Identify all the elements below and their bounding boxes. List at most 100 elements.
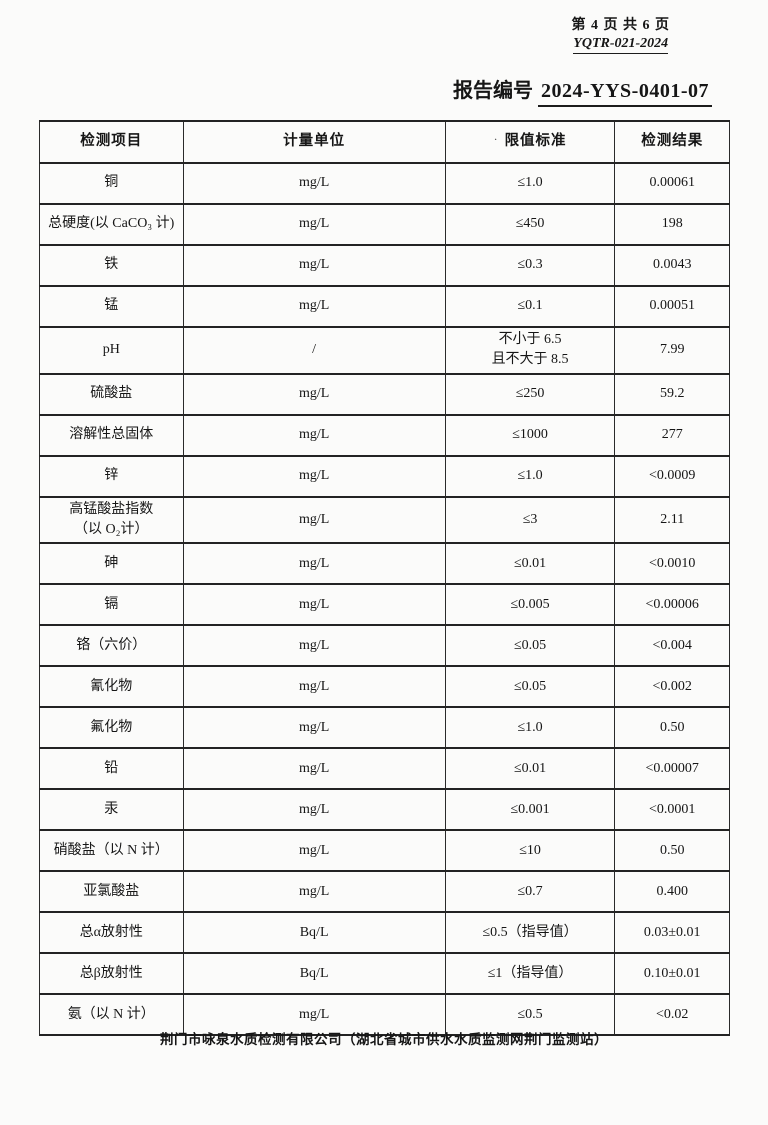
- result-cell: <0.00006: [614, 583, 730, 627]
- item-cell: 氰化物: [39, 665, 184, 709]
- unit-cell: mg/L: [182, 747, 446, 791]
- unit-cell: mg/L: [182, 244, 446, 287]
- item-cell: 铬（六价）: [39, 624, 184, 668]
- item-cell: 溶解性总固体: [39, 413, 184, 457]
- table-row: 铅 mg/L ≤0.01 <0.00007: [39, 747, 730, 791]
- table-header: 检测项目 计量单位 · 限值标准 检测结果: [39, 120, 730, 164]
- limit-cell: ≤0.1: [444, 285, 616, 328]
- unit-cell: mg/L: [182, 203, 446, 246]
- result-cell: <0.0001: [614, 788, 730, 832]
- report-number-value: 2024-YYS-0401-07: [538, 80, 712, 107]
- result-cell: 2.11: [614, 495, 730, 545]
- unit-cell: mg/L: [182, 624, 446, 668]
- item-cell: 汞: [39, 788, 184, 832]
- unit-cell: mg/L: [182, 665, 446, 709]
- result-cell: 0.03±0.01: [614, 911, 730, 955]
- limit-cell: ≤0.05: [444, 624, 616, 668]
- table-row: 铜 mg/L ≤1.0 0.00061: [39, 162, 730, 205]
- table-row: 总β放射性 Bq/L ≤1（指导值） 0.10±0.01: [39, 952, 730, 996]
- unit-cell: mg/L: [182, 542, 446, 586]
- item-cell: 镉: [39, 583, 184, 627]
- item-cell: 锌: [39, 454, 184, 498]
- table-row: 锰 mg/L ≤0.1 0.00051: [39, 285, 730, 328]
- unit-cell: mg/L: [182, 993, 446, 1037]
- unit-cell: mg/L: [182, 583, 446, 627]
- item-cell: 亚氯酸盐: [39, 870, 184, 914]
- table-row: 氟化物 mg/L ≤1.0 0.50: [39, 706, 730, 750]
- table-row: 亚氯酸盐 mg/L ≤0.7 0.400: [39, 870, 730, 914]
- table-row: 总硬度(以 CaCO₃ 计) mg/L ≤450 198: [39, 203, 730, 246]
- table-row: 铁 mg/L ≤0.3 0.0043: [39, 244, 730, 287]
- item-cell: 砷: [39, 542, 184, 586]
- result-cell: 198: [614, 203, 730, 246]
- item-cell: pH: [39, 326, 184, 375]
- limit-cell: ≤10: [444, 829, 616, 873]
- result-cell: <0.0010: [614, 542, 730, 586]
- table-row: 溶解性总固体 mg/L ≤1000 277: [39, 413, 730, 457]
- limit-cell: ≤0.5: [444, 993, 616, 1037]
- result-cell: <0.00007: [614, 747, 730, 791]
- table-row: 汞 mg/L ≤0.001 <0.0001: [39, 788, 730, 832]
- item-cell: 氟化物: [39, 706, 184, 750]
- limit-cell: ≤0.5（指导值）: [444, 911, 616, 955]
- result-cell: 0.50: [614, 829, 730, 873]
- item-cell: 氨（以 N 计）: [39, 993, 184, 1037]
- result-cell: <0.002: [614, 665, 730, 709]
- limit-cell: ≤0.7: [444, 870, 616, 914]
- limit-cell: ≤3: [444, 495, 616, 545]
- limit-cell: ≤0.001: [444, 788, 616, 832]
- scan-dot-artifact: ·: [493, 132, 499, 147]
- result-cell: <0.004: [614, 624, 730, 668]
- table-row: 镉 mg/L ≤0.005 <0.00006: [39, 583, 730, 627]
- header-unit: 计量单位: [182, 120, 446, 164]
- unit-cell: mg/L: [182, 454, 446, 498]
- item-cell: 铅: [39, 747, 184, 791]
- result-cell: 0.00061: [614, 162, 730, 205]
- report-number-label: 报告编号: [453, 80, 533, 102]
- result-cell: <0.0009: [614, 454, 730, 498]
- item-cell: 总β放射性: [39, 952, 184, 996]
- test-results-table: 检测项目 计量单位 · 限值标准 检测结果 铜 mg/L ≤1.0 0.00061 总硬度…: [39, 120, 730, 1037]
- item-cell: 锰: [39, 285, 184, 328]
- header-limit-label: 限值标准: [504, 133, 567, 150]
- unit-cell: mg/L: [182, 413, 446, 457]
- table-body: 铜 mg/L ≤1.0 0.00061 总硬度(以 CaCO₃ 计) mg/L ≤450 19…: [39, 162, 730, 1037]
- limit-cell: ≤250: [444, 372, 616, 416]
- table-header-row: 检测项目 计量单位 · 限值标准 检测结果: [39, 120, 730, 164]
- limit-cell: ≤450: [444, 203, 616, 246]
- limit-cell: ≤1（指导值）: [444, 952, 616, 996]
- item-cell: 硝酸盐（以 N 计）: [39, 829, 184, 873]
- unit-cell: /: [182, 326, 446, 375]
- result-cell: 0.10±0.01: [614, 952, 730, 996]
- doc-code: YQTR-021-2024: [573, 36, 669, 54]
- unit-cell: mg/L: [182, 829, 446, 873]
- table-row: 总α放射性 Bq/L ≤0.5（指导值） 0.03±0.01: [39, 911, 730, 955]
- result-cell: 0.00051: [614, 285, 730, 328]
- item-cell: 铜: [39, 162, 184, 205]
- unit-cell: mg/L: [182, 870, 446, 914]
- unit-cell: mg/L: [182, 372, 446, 416]
- unit-cell: mg/L: [182, 162, 446, 205]
- limit-cell: ≤0.05: [444, 665, 616, 709]
- limit-cell: ≤0.01: [444, 542, 616, 586]
- limit-cell: ≤0.3: [444, 244, 616, 287]
- unit-cell: mg/L: [182, 706, 446, 750]
- table-row: 铬（六价） mg/L ≤0.05 <0.004: [39, 624, 730, 668]
- limit-cell: ≤1000: [444, 413, 616, 457]
- limit-cell: ≤1.0: [444, 162, 616, 205]
- table-row: 硝酸盐（以 N 计） mg/L ≤10 0.50: [39, 829, 730, 873]
- item-cell: 高锰酸盐指数 （以 O₂计）: [39, 495, 184, 545]
- unit-cell: mg/L: [182, 495, 446, 545]
- table-row: pH / 不小于 6.5 且不大于 8.5 7.99: [39, 326, 730, 375]
- item-cell: 总α放射性: [39, 911, 184, 955]
- unit-cell: mg/L: [182, 788, 446, 832]
- result-cell: 0.50: [614, 706, 730, 750]
- header-limit: · 限值标准: [444, 120, 616, 164]
- table-row: 高锰酸盐指数 （以 O₂计） mg/L ≤3 2.11: [39, 495, 730, 545]
- result-cell: <0.02: [614, 993, 730, 1037]
- limit-cell: ≤0.01: [444, 747, 616, 791]
- page-number-info: 第 4 页 共 6 页: [571, 18, 670, 33]
- table-row: 硫酸盐 mg/L ≤250 59.2: [39, 372, 730, 416]
- table-row: 锌 mg/L ≤1.0 <0.0009: [39, 454, 730, 498]
